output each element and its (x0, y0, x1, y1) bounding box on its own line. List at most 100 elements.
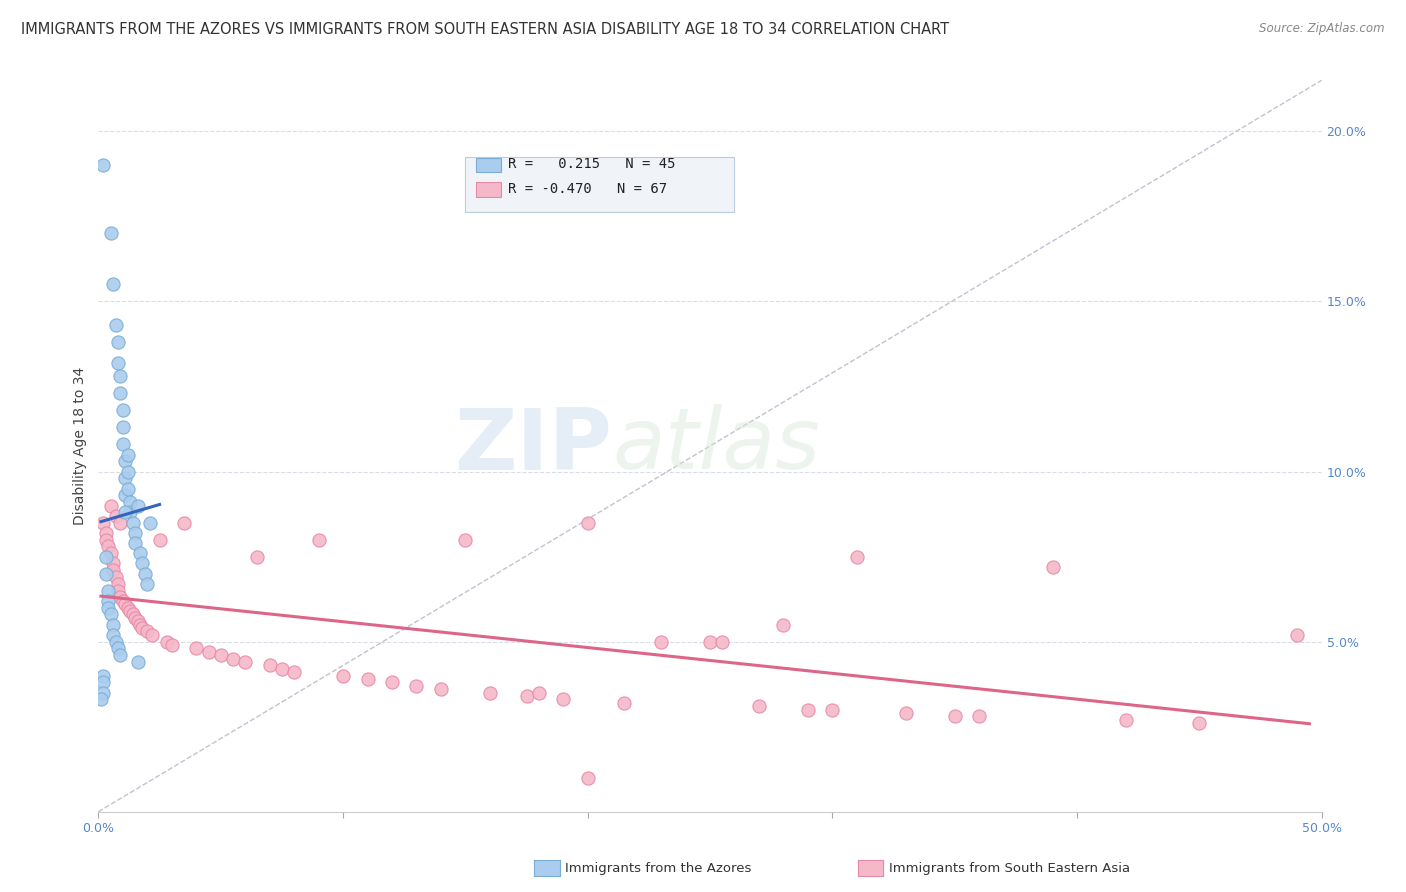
Point (124, 536, 146, 550)
Point (91, 516, 114, 530)
Point (356, 672, 378, 686)
Point (104, 634, 127, 648)
Point (894, 706, 917, 720)
Point (100, 546, 122, 560)
Point (186, 641, 208, 656)
Point (120, 495, 142, 509)
Point (141, 628, 163, 642)
Point (107, 356, 129, 370)
Point (149, 533, 172, 547)
Point (111, 403, 134, 417)
Point (111, 420, 134, 434)
Point (454, 533, 477, 547)
Point (94, 525, 117, 540)
Point (120, 604, 142, 618)
Point (197, 645, 219, 659)
Text: IMMIGRANTS FROM THE AZORES VS IMMIGRANTS FROM SOUTH EASTERN ASIA DISABILITY AGE : IMMIGRANTS FROM THE AZORES VS IMMIGRANTS… (21, 22, 949, 37)
Point (91, 675, 114, 690)
Point (1286, 628, 1309, 642)
Point (156, 634, 179, 648)
Point (943, 709, 966, 723)
Point (110, 369, 132, 384)
Point (120, 505, 142, 519)
Point (527, 686, 550, 700)
Point (124, 525, 146, 540)
Point (131, 557, 153, 571)
Point (405, 679, 427, 693)
Point (515, 689, 537, 703)
Point (613, 696, 636, 710)
Point (121, 516, 143, 530)
Point (101, 563, 124, 577)
Point (97, 594, 120, 608)
Point (576, 516, 599, 530)
Point (332, 668, 354, 682)
FancyBboxPatch shape (465, 157, 734, 212)
Point (90, 692, 112, 706)
Text: atlas: atlas (612, 404, 820, 488)
Point (127, 655, 149, 669)
Point (127, 614, 149, 628)
Point (91, 668, 114, 682)
Point (478, 686, 501, 700)
Point (100, 227, 122, 241)
Point (1188, 716, 1211, 731)
Point (124, 611, 146, 625)
Point (97, 583, 120, 598)
Point (430, 682, 453, 697)
Point (110, 591, 132, 605)
Point (104, 318, 127, 333)
Point (1115, 713, 1137, 727)
Point (117, 448, 139, 462)
FancyBboxPatch shape (477, 158, 501, 172)
Point (967, 709, 990, 723)
Point (117, 482, 139, 496)
Point (111, 437, 134, 451)
Point (91, 158, 114, 172)
Point (114, 471, 136, 485)
Text: Immigrants from South Eastern Asia: Immigrants from South Eastern Asia (889, 863, 1129, 875)
Text: R =   0.215   N = 45: R = 0.215 N = 45 (508, 157, 676, 171)
Point (110, 648, 132, 663)
Point (553, 692, 575, 706)
Point (131, 621, 153, 635)
Point (107, 576, 129, 591)
Point (114, 488, 136, 502)
Point (97, 540, 120, 554)
Point (104, 508, 127, 523)
Point (101, 617, 124, 632)
Point (381, 675, 404, 690)
Point (107, 641, 129, 656)
Point (711, 634, 734, 648)
Text: ZIP: ZIP (454, 404, 612, 488)
Point (136, 576, 159, 591)
Point (101, 557, 124, 571)
FancyBboxPatch shape (477, 182, 501, 196)
Text: Immigrants from the Azores: Immigrants from the Azores (565, 863, 752, 875)
Point (797, 703, 820, 717)
Point (110, 516, 132, 530)
Y-axis label: Disability Age 18 to 34: Disability Age 18 to 34 (73, 367, 87, 525)
Point (246, 549, 269, 564)
Point (222, 651, 245, 665)
Point (117, 600, 139, 615)
Point (283, 665, 305, 680)
Point (845, 549, 868, 564)
Point (129, 617, 152, 632)
Point (173, 516, 195, 530)
Point (117, 465, 139, 479)
Point (107, 335, 129, 350)
Point (94, 549, 117, 564)
Point (127, 499, 149, 513)
Point (160, 638, 183, 652)
Point (772, 617, 794, 632)
Point (1042, 559, 1064, 574)
Point (91, 686, 114, 700)
Point (748, 699, 770, 714)
Point (97, 600, 120, 615)
Point (139, 516, 162, 530)
Point (821, 703, 844, 717)
Point (104, 570, 127, 584)
Point (136, 624, 159, 639)
Point (134, 566, 156, 581)
